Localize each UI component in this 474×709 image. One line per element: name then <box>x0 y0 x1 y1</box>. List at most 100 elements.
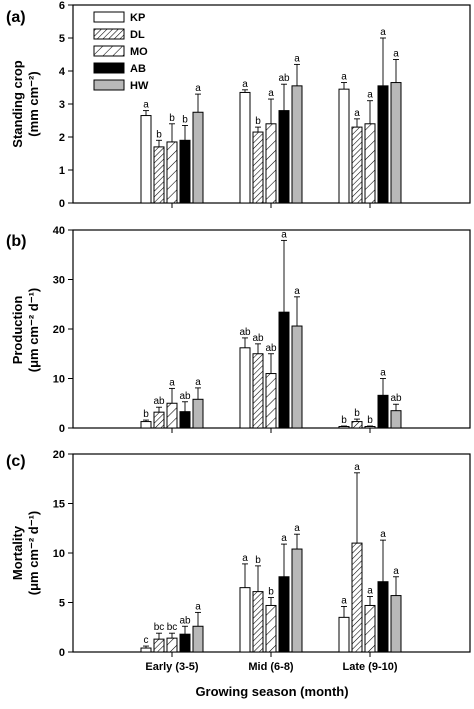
bar-mo <box>265 373 277 429</box>
y-tick-label: 20 <box>53 449 65 461</box>
bar-mo <box>265 123 277 204</box>
significance-label: ab <box>179 615 191 626</box>
significance-label: b <box>255 555 261 566</box>
bar-dl <box>252 131 264 204</box>
legend-swatch <box>93 45 125 57</box>
bar-ab <box>278 576 290 653</box>
significance-label: a <box>242 553 248 564</box>
y-axis-label: Mortality <box>10 525 25 580</box>
significance-label: b <box>354 408 360 419</box>
significance-label: bc <box>154 622 165 633</box>
y-tick-label: 1 <box>59 165 65 177</box>
bar-mo <box>364 604 376 653</box>
bar-ab <box>377 581 389 653</box>
bar-dl <box>153 638 165 653</box>
y-axis-label: Standing crop <box>10 60 25 147</box>
bar-kp <box>239 347 251 429</box>
y-axis-label: Production <box>10 296 25 365</box>
y-axis-unit: (mm cm⁻²) <box>26 71 41 136</box>
bar-hw <box>291 325 303 429</box>
significance-label: a <box>268 88 274 99</box>
x-tick-labels: Early (3-5) Mid (6-8) Late (9-10) <box>145 661 397 673</box>
y-tick-label: 0 <box>59 198 65 210</box>
bar-dl <box>252 591 264 653</box>
legend-label: HW <box>130 80 149 92</box>
legend-swatch <box>93 62 125 74</box>
bar-kp <box>338 426 350 429</box>
y-tick-label: 5 <box>59 33 65 45</box>
bar-mo <box>265 604 277 653</box>
significance-label: a <box>393 566 399 577</box>
significance-label: ab <box>179 391 191 402</box>
y-axis-unit: (μm cm⁻² d⁻¹) <box>26 511 41 596</box>
bar-hw <box>291 548 303 653</box>
y-tick-label: 20 <box>53 324 65 336</box>
significance-label: c <box>144 635 149 646</box>
significance-label: ab <box>278 73 290 84</box>
bar-kp <box>239 587 251 653</box>
x-tick-label: Early (3-5) <box>145 661 199 673</box>
bar-mo <box>166 402 178 429</box>
significance-label: a <box>195 377 201 388</box>
bar-hw <box>390 595 402 653</box>
y-tick-label: 3 <box>59 99 65 111</box>
significance-label: b <box>367 415 373 426</box>
y-tick-label: 10 <box>53 548 65 560</box>
significance-label: a <box>294 53 300 64</box>
y-tick-label: 5 <box>59 598 65 610</box>
bar-mo <box>166 637 178 653</box>
significance-label: bc <box>167 622 178 633</box>
significance-label: a <box>169 377 175 388</box>
significance-label: a <box>195 601 201 612</box>
significance-label: a <box>367 90 373 101</box>
legend-swatch <box>93 79 125 91</box>
significance-label: b <box>182 114 188 125</box>
significance-label: a <box>281 229 287 240</box>
significance-label: b <box>341 415 347 426</box>
bar-ab <box>278 110 290 204</box>
bar-dl <box>351 542 363 653</box>
y-tick-label: 30 <box>53 275 65 287</box>
y-tick-label: 4 <box>59 66 66 78</box>
y-tick-label: 15 <box>53 499 65 511</box>
significance-label: a <box>341 72 347 83</box>
significance-label: a <box>367 586 373 597</box>
bar-kp <box>239 91 251 204</box>
bar-hw <box>390 82 402 204</box>
significance-label: b <box>255 116 261 127</box>
bar-kp <box>338 88 350 204</box>
panel-letter: (a) <box>6 9 26 26</box>
bar-hw <box>291 85 303 204</box>
bar-ab <box>179 139 191 204</box>
bar-ab <box>278 311 290 429</box>
legend-swatch <box>93 11 125 23</box>
significance-label: a <box>281 533 287 544</box>
bar-hw <box>192 111 204 204</box>
bar-kp <box>140 115 152 204</box>
y-tick-label: 0 <box>59 423 65 435</box>
significance-label: ab <box>239 327 251 338</box>
bar-kp <box>140 421 152 429</box>
bar-kp <box>140 647 152 653</box>
legend-swatch <box>93 28 125 40</box>
y-tick-label: 2 <box>59 132 65 144</box>
bar-ab <box>179 411 191 429</box>
significance-label: b <box>156 129 162 140</box>
significance-label: a <box>354 108 360 119</box>
legend-label: DL <box>130 29 145 41</box>
bar-ab <box>377 394 389 429</box>
legend-label: AB <box>130 63 146 75</box>
bar-mo <box>364 426 376 429</box>
significance-label: a <box>294 523 300 534</box>
panel-letter: (c) <box>6 453 26 470</box>
bar-ab <box>377 85 389 204</box>
x-axis-label: Growing season (month) <box>195 684 348 699</box>
y-tick-label: 10 <box>53 374 65 386</box>
significance-label: ab <box>153 396 165 407</box>
significance-label: a <box>354 462 360 473</box>
significance-label: ab <box>252 333 264 344</box>
